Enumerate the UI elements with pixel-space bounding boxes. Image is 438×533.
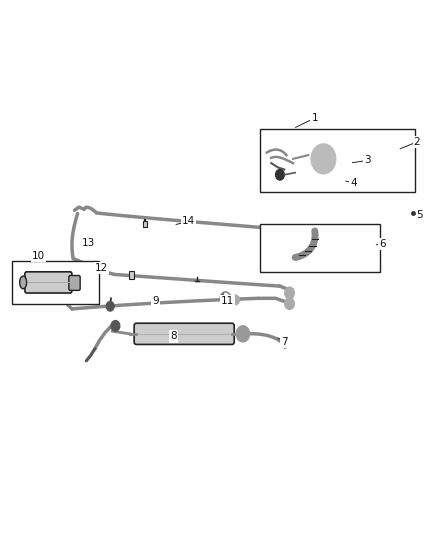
Circle shape	[232, 295, 240, 305]
Text: 9: 9	[152, 296, 159, 306]
Bar	[12, 261, 99, 304]
FancyBboxPatch shape	[69, 276, 80, 290]
Bar	[260, 224, 380, 272]
Circle shape	[285, 298, 294, 310]
Text: 14: 14	[182, 216, 195, 227]
Text: 12: 12	[95, 263, 108, 273]
Circle shape	[311, 144, 336, 174]
Text: 1: 1	[311, 113, 318, 123]
Circle shape	[276, 169, 284, 180]
Text: 13: 13	[82, 238, 95, 248]
Text: 3: 3	[364, 156, 370, 165]
Text: 7: 7	[281, 337, 288, 347]
FancyBboxPatch shape	[25, 272, 72, 293]
Text: 11: 11	[221, 296, 234, 306]
Text: 8: 8	[170, 332, 177, 342]
Text: 2: 2	[414, 137, 420, 147]
Text: 10: 10	[32, 251, 45, 261]
Circle shape	[111, 320, 120, 331]
Ellipse shape	[20, 276, 27, 289]
FancyBboxPatch shape	[134, 323, 234, 344]
Text: 5: 5	[416, 209, 423, 220]
Circle shape	[285, 287, 294, 299]
Bar	[129, 271, 134, 279]
Circle shape	[277, 246, 287, 259]
Text: 4: 4	[350, 177, 357, 188]
Circle shape	[106, 302, 114, 311]
Bar	[260, 128, 415, 192]
Text: 6: 6	[379, 239, 385, 249]
Circle shape	[273, 241, 291, 263]
Bar	[143, 221, 147, 227]
Circle shape	[237, 326, 250, 342]
